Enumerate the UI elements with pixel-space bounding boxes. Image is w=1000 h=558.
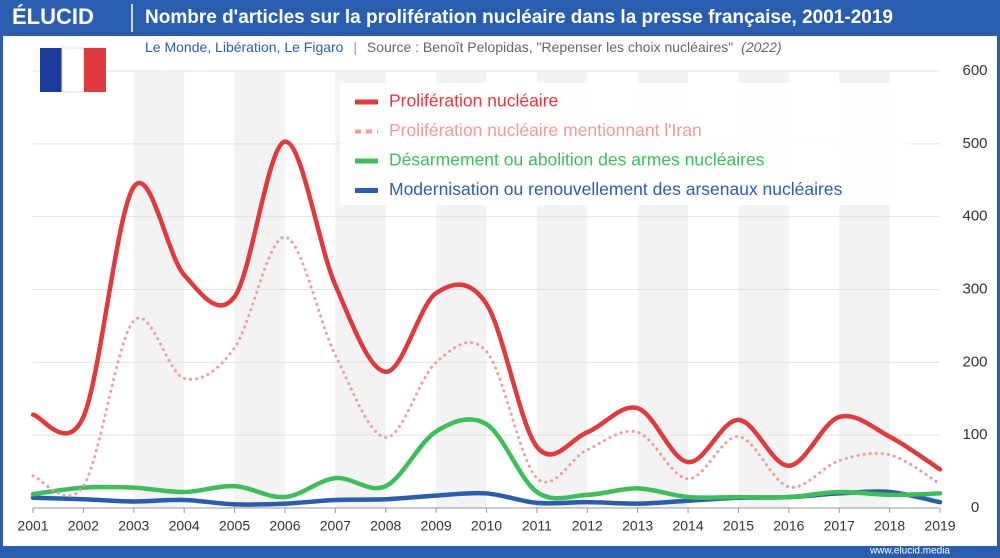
flag-red: [84, 48, 106, 92]
legend-label: Modernisation ou renouvellement des arse…: [389, 179, 843, 199]
x-tick-label: 2007: [320, 518, 351, 534]
flag: [40, 47, 106, 93]
legend-box: [340, 83, 910, 205]
x-tick-label: 2014: [672, 518, 703, 534]
x-tick-label: 2015: [723, 518, 754, 534]
subtitle: Le Monde, Libération, Le Figaro: [145, 39, 344, 55]
x-tick-label: 2016: [773, 518, 804, 534]
flag-blue: [40, 48, 62, 92]
y-tick-label: 500: [962, 135, 987, 152]
series-line: [30, 139, 943, 472]
separator: |: [353, 39, 357, 55]
x-tick-label: 2010: [471, 518, 502, 534]
chart-title: Nombre d'articles sur la prolifération n…: [145, 7, 893, 28]
x-tick-label: 2009: [421, 518, 452, 534]
source: Source : Benoît Pelopidas, "Repenser les…: [367, 39, 733, 55]
x-tick-label: 2003: [118, 518, 149, 534]
y-tick-label: 0: [971, 499, 979, 516]
x-tick-label: 2001: [17, 518, 48, 534]
legend-label: Désarmement ou abolition des armes nuclé…: [389, 150, 765, 170]
y-tick-label: 300: [962, 280, 987, 297]
series-line: [30, 417, 943, 501]
legend-label: Prolifération nucléaire: [389, 91, 558, 111]
x-tick-label: 2019: [924, 518, 955, 534]
x-tick-label: 2011: [522, 518, 552, 534]
y-tick-label: 200: [962, 353, 987, 370]
x-tick-label: 2013: [622, 518, 653, 534]
footer: www.elucid.media: [869, 546, 950, 557]
legend-label: Prolifération nucléaire mentionnant l'Ir…: [389, 120, 702, 140]
footer-bar: [0, 546, 1000, 558]
x-tick-label: 2012: [572, 518, 603, 534]
flag-white: [61, 47, 85, 93]
x-tick-label: 2017: [824, 518, 855, 534]
logo: ÉLUCID: [12, 4, 94, 29]
y-tick-label: 100: [962, 426, 987, 443]
source-year: (2022): [741, 39, 781, 55]
header-bar: [0, 0, 1000, 36]
x-tick-label: 2005: [219, 518, 250, 534]
y-tick-label: 400: [962, 208, 987, 225]
plot: 0 100 200 300 400 500 600 2001 2002 2003 2004 2005 2…: [17, 62, 987, 534]
subtitle-line: Le Monde, Libération, Le Figaro | Source…: [145, 39, 782, 55]
y-tick-label: 600: [962, 62, 987, 79]
series-line: [31, 235, 942, 498]
x-tick-label: 2006: [269, 518, 300, 534]
x-tick-label: 2018: [874, 518, 905, 534]
legend: Prolifération nucléaire Prolifération nuc…: [340, 83, 910, 205]
x-tick-label: 2008: [370, 518, 401, 534]
x-tick-label: 2002: [68, 518, 99, 534]
x-tick-label: 2004: [169, 518, 200, 534]
